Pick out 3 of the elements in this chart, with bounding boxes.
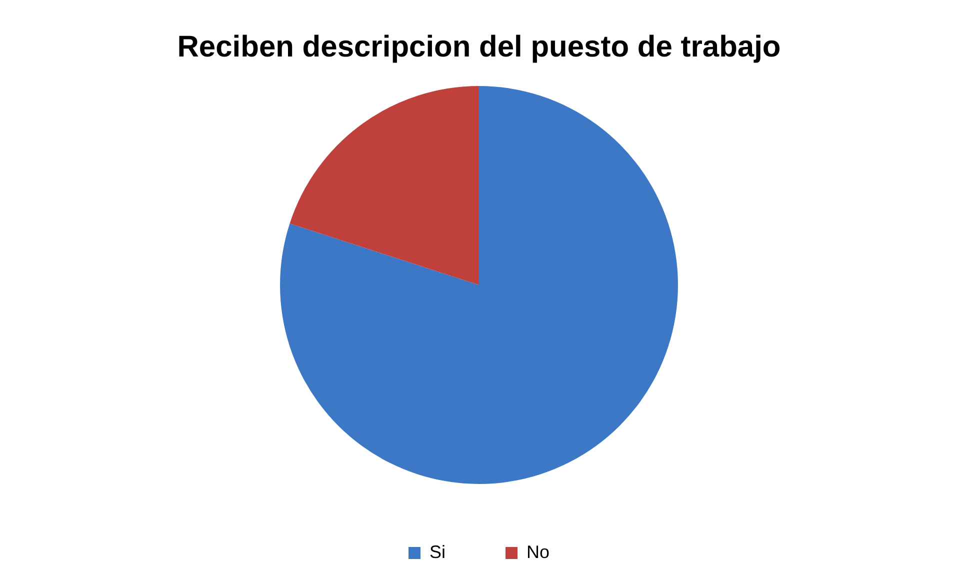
chart-title: Reciben descripcion del puesto de trabajo bbox=[177, 30, 781, 64]
legend-label: No bbox=[526, 542, 550, 562]
legend-label: Si bbox=[429, 542, 446, 562]
